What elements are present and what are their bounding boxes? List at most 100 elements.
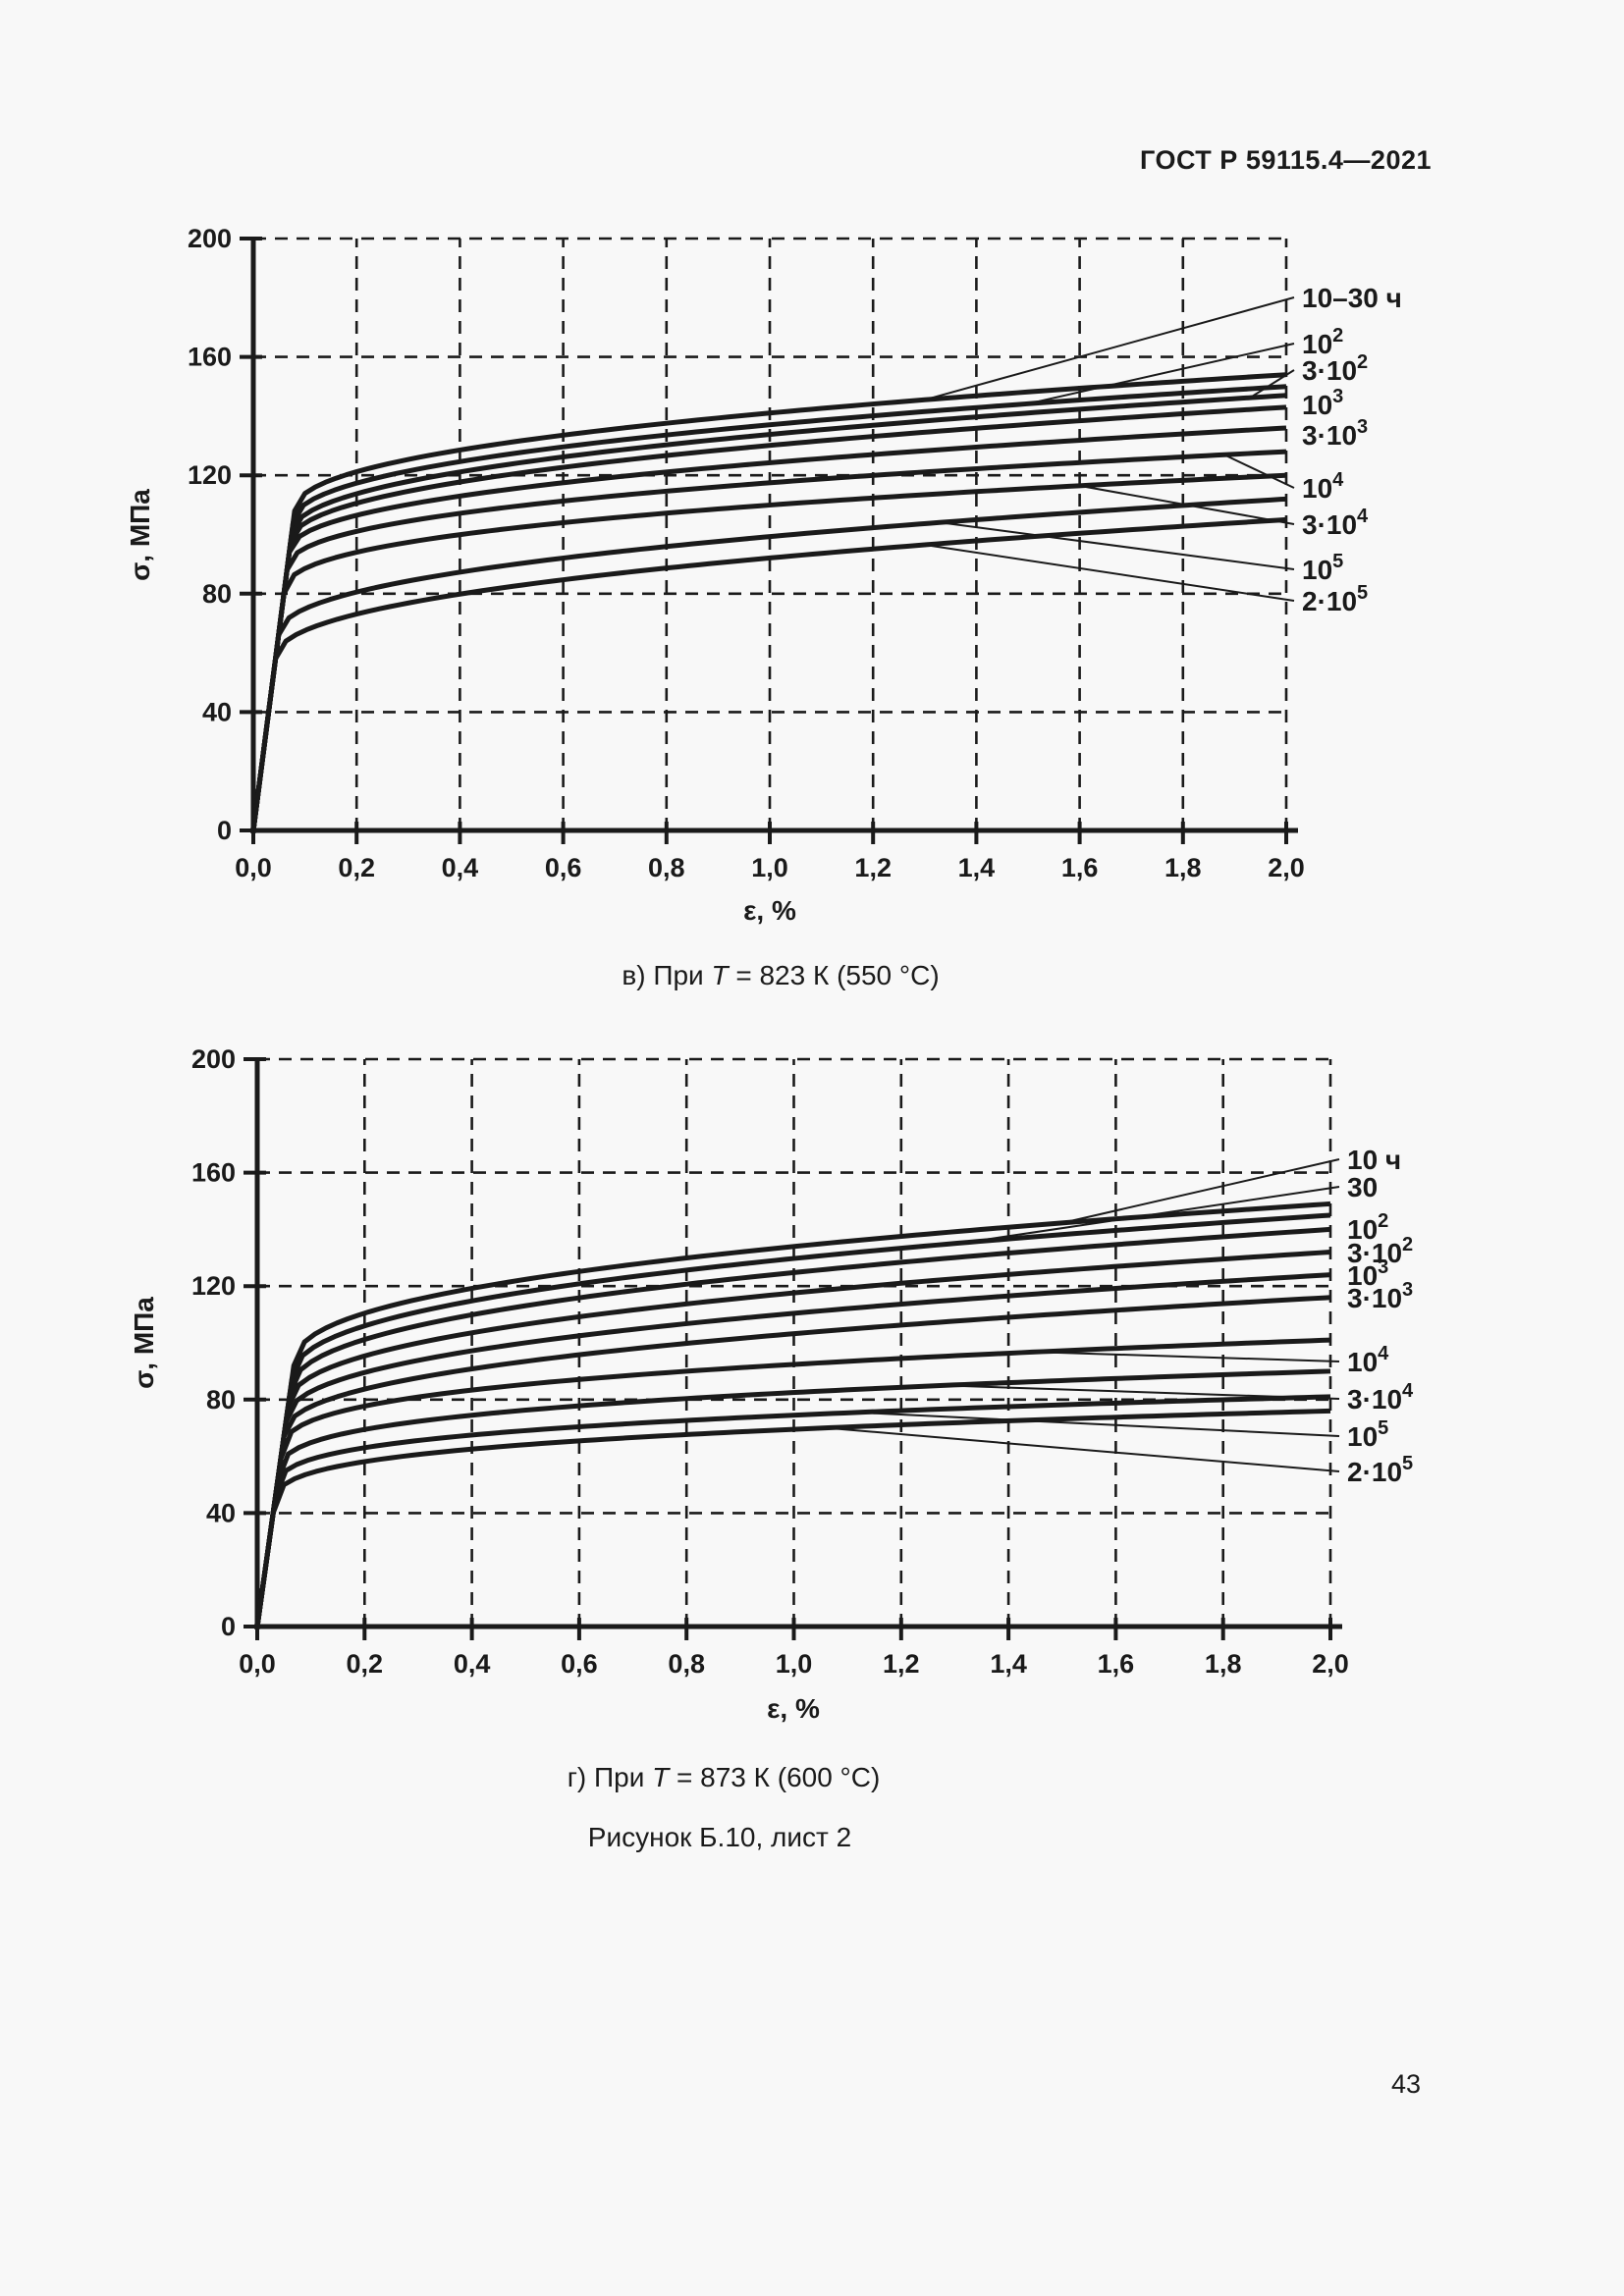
gridlines <box>253 237 1288 830</box>
x-tick-label: 1,8 <box>1164 853 1202 882</box>
y-axis-title: σ, МПа <box>125 489 155 581</box>
x-tick-label: 1,2 <box>883 1649 920 1679</box>
leader-line <box>965 1186 1340 1244</box>
x-tick-label: 1,8 <box>1205 1649 1242 1679</box>
curve-label-3·10³: 3·103 <box>1302 416 1368 451</box>
x-axis-title: ε, % <box>767 1693 820 1724</box>
y-tick-label: 200 <box>191 1044 236 1074</box>
curve-label-10⁵: 105 <box>1347 1417 1388 1452</box>
leader-line <box>940 521 1295 570</box>
x-tick-label: 1,0 <box>776 1649 813 1679</box>
leader-line <box>1223 454 1295 489</box>
document-header: ГОСТ Р 59115.4—2021 <box>1140 145 1432 175</box>
curve-label-3·10²: 3·102 <box>1347 1234 1413 1268</box>
curve-label-3·10⁴: 3·104 <box>1302 506 1369 540</box>
y-tick-label: 120 <box>188 460 232 490</box>
leader-line <box>858 1411 1340 1437</box>
stress-strain-chart-2: 0 40 80 120 160 200 0,0 0,2 0,4 0,6 0,8 1,0 1,2 1,4 1,… <box>129 1044 1414 1724</box>
leader-line <box>1027 343 1295 405</box>
curve-label-10³: 103 <box>1302 386 1343 420</box>
y-tick-label: 120 <box>191 1271 236 1301</box>
x-tick-label: 0,6 <box>561 1649 598 1679</box>
chart-2-caption: г) При T = 873 К (600 °С) <box>568 1762 881 1793</box>
x-tick-label: 0,4 <box>442 853 479 882</box>
chart-1-caption: в) При T = 823 К (550 °С) <box>622 960 939 991</box>
x-tick-label: 0,0 <box>235 853 272 882</box>
y-tick-label: 200 <box>188 224 232 253</box>
leader-line <box>1249 369 1295 399</box>
chart-2-caption-variable: T <box>652 1762 670 1792</box>
curve-label-10³: 103 <box>1347 1256 1388 1291</box>
x-tick-label: 1,0 <box>751 853 788 882</box>
curve-10⁴ <box>254 1337 1331 1628</box>
curve-label-10²: 102 <box>1302 325 1343 359</box>
y-axis-title: σ, МПа <box>129 1297 159 1389</box>
curve-label-10⁴: 104 <box>1302 469 1344 504</box>
chart-1-caption-prefix: в) При <box>622 960 712 990</box>
curve-10² <box>254 1226 1331 1628</box>
x-tick-label: 1,4 <box>990 1649 1027 1679</box>
chart-2-caption-prefix: г) При <box>567 1762 653 1792</box>
x-tick-label: 1,4 <box>958 853 996 882</box>
curve-30 <box>254 1212 1331 1628</box>
curve-label-30: 30 <box>1347 1172 1378 1202</box>
leader-line <box>1061 1158 1340 1224</box>
curve-10⁴ <box>250 449 1287 831</box>
curve-10–30 ч <box>250 372 1287 831</box>
x-tick-label: 0,6 <box>545 853 582 882</box>
y-tick-label: 40 <box>202 697 232 726</box>
y-tick-label: 40 <box>206 1498 236 1527</box>
x-tick-label: 0,0 <box>239 1649 276 1679</box>
x-tick-label: 0,2 <box>338 853 375 882</box>
x-tick-label: 1,6 <box>1098 1649 1135 1679</box>
curve-10⁵ <box>250 496 1287 831</box>
gridlines <box>257 1057 1332 1627</box>
leader-line <box>924 296 1295 401</box>
y-tick-label: 160 <box>188 343 232 372</box>
curve-label-10 ч: 10 ч <box>1347 1145 1401 1175</box>
chart-2-caption-rest: = 873 К (600 °С) <box>669 1762 881 1792</box>
curve-3·10² <box>254 1250 1331 1628</box>
leader-line <box>924 544 1295 602</box>
y-tick-label: 160 <box>191 1158 236 1188</box>
curve-2·10⁵ <box>250 516 1287 831</box>
curve-3·10³ <box>254 1295 1331 1628</box>
curve-2·10⁵ <box>254 1408 1331 1628</box>
chart-1-caption-variable: T <box>711 960 729 990</box>
curve-3·10⁴ <box>254 1368 1332 1628</box>
curve-label-2·10⁵: 2·105 <box>1347 1453 1413 1487</box>
curve-10² <box>250 384 1287 831</box>
y-tick-label: 80 <box>206 1385 236 1415</box>
x-tick-label: 2,0 <box>1268 853 1305 882</box>
x-tick-label: 0,4 <box>454 1649 491 1679</box>
curve-10 ч <box>254 1201 1331 1628</box>
curve-10⁵ <box>254 1394 1331 1628</box>
x-tick-label: 2,0 <box>1312 1649 1349 1679</box>
curve-label-10⁴: 104 <box>1347 1343 1389 1377</box>
x-axis-title: ε, % <box>743 895 796 926</box>
axes: 0 40 80 120 160 200 0,0 0,2 0,4 0,6 0,8 1,0 1,2 1,4 1,… <box>125 224 1305 926</box>
page-number: 43 <box>1391 2069 1422 2099</box>
leader-line <box>1035 1351 1340 1362</box>
stress-strain-chart-1: 0 40 80 120 160 200 0,0 0,2 0,4 0,6 0,8 1,0 1,2 1,4 1,… <box>125 224 1402 926</box>
x-tick-label: 1,6 <box>1061 853 1099 882</box>
x-tick-label: 0,2 <box>347 1649 384 1679</box>
chart-1-caption-rest: = 823 К (550 °С) <box>728 960 940 990</box>
y-tick-label: 80 <box>202 579 232 609</box>
curve-label-3·10³: 3·103 <box>1347 1279 1413 1313</box>
curve-label-10²: 102 <box>1347 1210 1388 1245</box>
x-tick-label: 1,2 <box>854 853 892 882</box>
y-tick-label: 0 <box>217 816 232 845</box>
axes: 0 40 80 120 160 200 0,0 0,2 0,4 0,6 0,8 1,0 1,2 1,4 1,… <box>129 1044 1349 1724</box>
curve-3·10⁴ <box>250 472 1289 831</box>
figure-caption: Рисунок Б.10, лист 2 <box>587 1822 852 1852</box>
x-tick-label: 0,8 <box>648 853 685 882</box>
y-tick-label: 0 <box>221 1612 236 1641</box>
curve-10³ <box>250 404 1287 831</box>
curve-label-10⁵: 105 <box>1302 551 1343 585</box>
curve-label-2·10⁵: 2·105 <box>1302 582 1368 616</box>
curve-10³ <box>254 1272 1331 1628</box>
curve-label-3·10²: 3·102 <box>1302 351 1368 386</box>
curve-3·10³ <box>250 425 1287 831</box>
